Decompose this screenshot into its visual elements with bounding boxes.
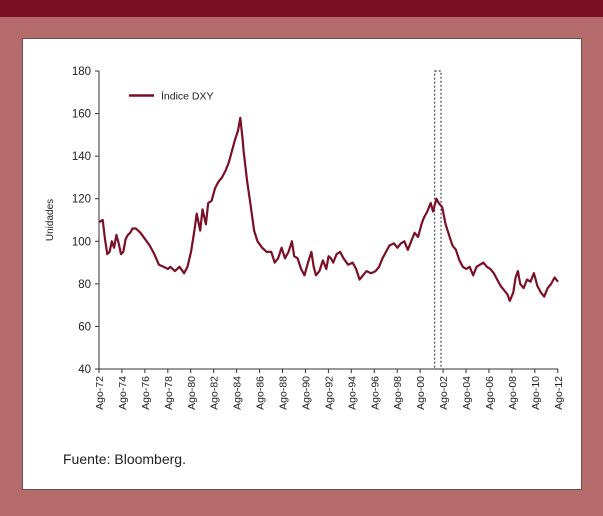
- x-tick-label: Ago-92: [323, 376, 335, 410]
- y-tick-label: 180: [72, 66, 91, 78]
- x-tick-label: Ago-88: [278, 376, 290, 410]
- x-tick-label: Ago-82: [209, 376, 221, 410]
- x-tick-label: Ago-78: [163, 376, 175, 410]
- header-bar: [0, 0, 603, 17]
- x-tick-label: Ago-06: [484, 376, 496, 410]
- y-tick-label: 120: [72, 194, 91, 206]
- y-tick-label: 140: [72, 151, 91, 163]
- highlight-box: [434, 70, 442, 370]
- x-tick-label: Ago-08: [507, 376, 519, 410]
- y-tick-label: 100: [72, 236, 91, 248]
- x-tick-label: Ago-76: [140, 376, 152, 410]
- y-tick-label: 40: [78, 364, 91, 376]
- line-chart: 40 60 80 100 120 140 160 180 Unidades Ago-72 Ago-7…: [45, 66, 565, 410]
- x-tick-label: Ago-96: [369, 376, 381, 410]
- x-tick-label: Ago-90: [300, 376, 312, 410]
- x-tick-label: Ago-10: [530, 376, 542, 410]
- x-tick-label: Ago-86: [255, 376, 267, 410]
- series-line-dxy: [98, 116, 559, 302]
- y-axis-title: Unidades: [45, 199, 56, 241]
- y-tick-label: 60: [78, 321, 91, 333]
- x-tick-label: Ago-98: [392, 376, 404, 410]
- x-tick-label: Ago-84: [232, 376, 244, 410]
- legend-label: Índice DXY: [161, 89, 214, 102]
- x-tick-label: Ago-02: [438, 376, 450, 410]
- source-note: Fuente: Bloomberg.: [63, 451, 186, 467]
- x-tick-label: Ago-12: [553, 376, 565, 410]
- y-tick-label: 80: [78, 279, 91, 291]
- y-tick-label: 160: [72, 109, 91, 121]
- chart-panel: 40 60 80 100 120 140 160 180 Unidades Ago-72 Ago-7…: [22, 38, 582, 490]
- x-tick-label: Ago-74: [117, 376, 129, 410]
- x-tick-label: Ago-94: [346, 376, 358, 410]
- x-tick-label: Ago-04: [461, 376, 473, 410]
- x-tick-label: Ago-00: [415, 376, 427, 410]
- x-tick-label: Ago-80: [186, 376, 198, 410]
- x-tick-label: Ago-72: [94, 376, 106, 410]
